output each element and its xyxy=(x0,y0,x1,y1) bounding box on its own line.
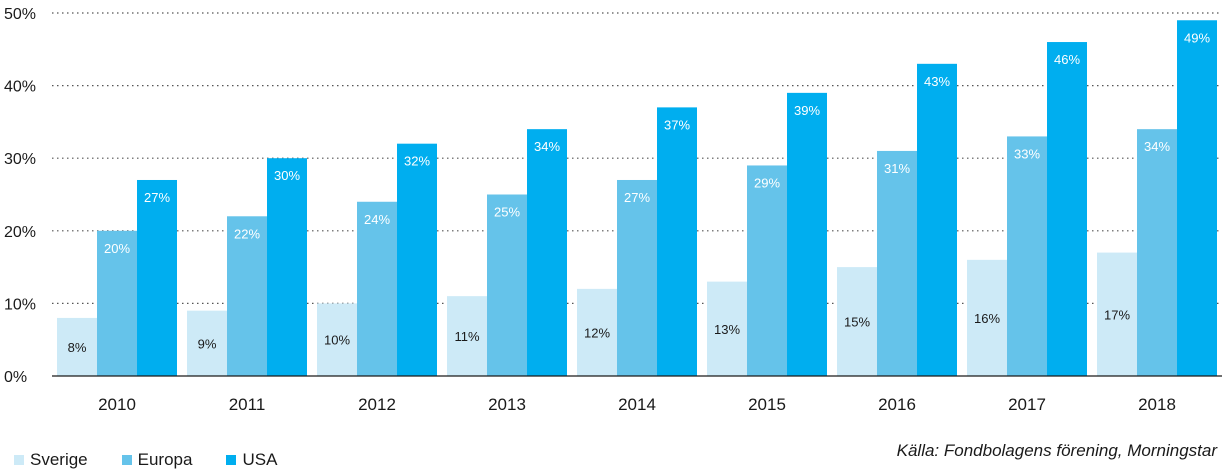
legend-item-usa: USA xyxy=(226,450,277,470)
bar-value-label: 9% xyxy=(198,336,217,351)
bar-value-label: 43% xyxy=(924,74,950,89)
bar-sverige-2015 xyxy=(707,281,747,376)
bar-value-label: 10% xyxy=(324,333,350,348)
bar-value-label: 29% xyxy=(754,175,780,190)
bar-sverige-2013 xyxy=(447,296,487,376)
y-tick-label: 10% xyxy=(4,296,36,313)
bar-usa-2010 xyxy=(137,179,177,376)
bar-value-label: 46% xyxy=(1054,52,1080,67)
bar-sverige-2014 xyxy=(577,288,617,376)
bar-value-label: 31% xyxy=(884,161,910,176)
bar-europa-2018 xyxy=(1137,129,1177,376)
y-axis-ticks: 0% 10% 20% 30% 40% 50% xyxy=(4,6,36,386)
y-tick-label: 30% xyxy=(4,151,36,168)
bar-value-label: 24% xyxy=(364,212,390,227)
x-category-label: 2011 xyxy=(229,395,266,414)
bar-value-label: 49% xyxy=(1184,30,1210,45)
y-tick-label: 50% xyxy=(4,6,36,23)
bar-usa-2018 xyxy=(1177,20,1217,376)
bar-sverige-2012 xyxy=(317,303,357,376)
bar-value-label: 30% xyxy=(274,168,300,183)
legend-item-sverige: Sverige xyxy=(14,450,88,470)
bar-sverige-2010 xyxy=(57,317,97,376)
bar-europa-2017 xyxy=(1007,136,1047,376)
legend-label-europa: Europa xyxy=(137,450,193,469)
bar-value-label: 27% xyxy=(144,190,170,205)
bar-value-label: 8% xyxy=(68,340,87,355)
bar-usa-2011 xyxy=(267,158,307,376)
bar-usa-2016 xyxy=(917,63,957,376)
legend-swatch-sverige xyxy=(14,455,24,465)
bar-value-label: 13% xyxy=(714,322,740,337)
y-tick-label: 40% xyxy=(4,79,36,96)
bar-value-label: 33% xyxy=(1014,146,1040,161)
bar-value-label: 25% xyxy=(494,205,520,220)
bar-usa-2012 xyxy=(397,143,437,376)
bar-europa-2012 xyxy=(357,201,397,376)
bar-sverige-2017 xyxy=(967,259,1007,376)
legend: Sverige Europa USA xyxy=(14,450,311,470)
bar-value-label: 12% xyxy=(584,325,610,340)
bar-value-label: 27% xyxy=(624,190,650,205)
legend-label-usa: USA xyxy=(242,450,278,469)
bar-europa-2016 xyxy=(877,150,917,376)
bar-europa-2014 xyxy=(617,179,657,376)
x-category-label: 2013 xyxy=(488,395,526,414)
legend-swatch-usa xyxy=(226,455,237,465)
source-note: Källa: Fondbolagens förening, Morningsta… xyxy=(896,441,1217,460)
bar-usa-2017 xyxy=(1047,42,1087,376)
bar-europa-2011 xyxy=(227,216,267,376)
bar-usa-2015 xyxy=(787,92,827,377)
bar-value-label: 34% xyxy=(1144,139,1170,154)
bar-sverige-2018 xyxy=(1097,252,1137,376)
bar-sverige-2011 xyxy=(187,310,227,376)
x-category-label: 2010 xyxy=(98,395,136,414)
x-category-label: 2015 xyxy=(748,395,786,414)
legend-label-sverige: Sverige xyxy=(30,450,88,469)
bar-europa-2010 xyxy=(97,230,137,376)
bars: 8% 20% 27% 9% 22% 30% 10% 24% 32% 11% 25% 34% 12% 27%… xyxy=(57,20,1217,377)
bar-value-label: 16% xyxy=(974,311,1000,326)
bar-value-label: 20% xyxy=(104,241,130,256)
bar-value-label: 39% xyxy=(794,103,820,118)
bar-usa-2013 xyxy=(527,129,567,376)
bar-value-label: 32% xyxy=(404,154,430,169)
x-category-label: 2017 xyxy=(1008,395,1046,414)
bar-value-label: 22% xyxy=(234,226,260,241)
x-category-label: 2012 xyxy=(358,395,396,414)
x-category-label: 2014 xyxy=(618,395,656,414)
bar-value-label: 11% xyxy=(454,329,479,344)
y-tick-label: 20% xyxy=(4,224,36,241)
x-category-label: 2016 xyxy=(878,395,916,414)
bar-usa-2014 xyxy=(657,107,697,376)
bar-europa-2013 xyxy=(487,194,527,376)
legend-item-europa: Europa xyxy=(121,450,193,470)
bar-sverige-2016 xyxy=(837,267,877,376)
bar-value-label: 17% xyxy=(1104,307,1130,322)
bar-value-label: 15% xyxy=(844,315,870,330)
bar-europa-2015 xyxy=(747,165,787,376)
bar-value-label: 37% xyxy=(664,117,690,132)
y-tick-label: 0% xyxy=(4,369,27,386)
bar-value-label: 34% xyxy=(534,139,560,154)
legend-swatch-europa xyxy=(121,455,132,465)
x-axis-categories: 2010 2011 2012 2013 2014 2015 2016 2017 2018 xyxy=(98,395,1176,414)
x-category-label: 2018 xyxy=(1138,395,1176,414)
